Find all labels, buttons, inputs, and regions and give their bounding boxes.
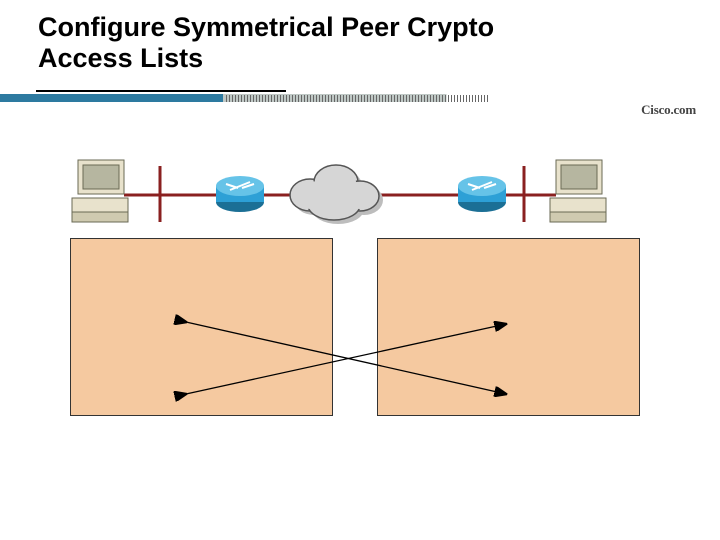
topology-diagram — [0, 0, 720, 540]
router-right-icon — [458, 176, 506, 212]
cross-arrows — [186, 322, 506, 394]
router-left-icon — [216, 176, 264, 212]
cloud-icon — [290, 165, 383, 224]
pc-right-icon — [550, 160, 606, 222]
pc-left-icon — [72, 160, 128, 222]
